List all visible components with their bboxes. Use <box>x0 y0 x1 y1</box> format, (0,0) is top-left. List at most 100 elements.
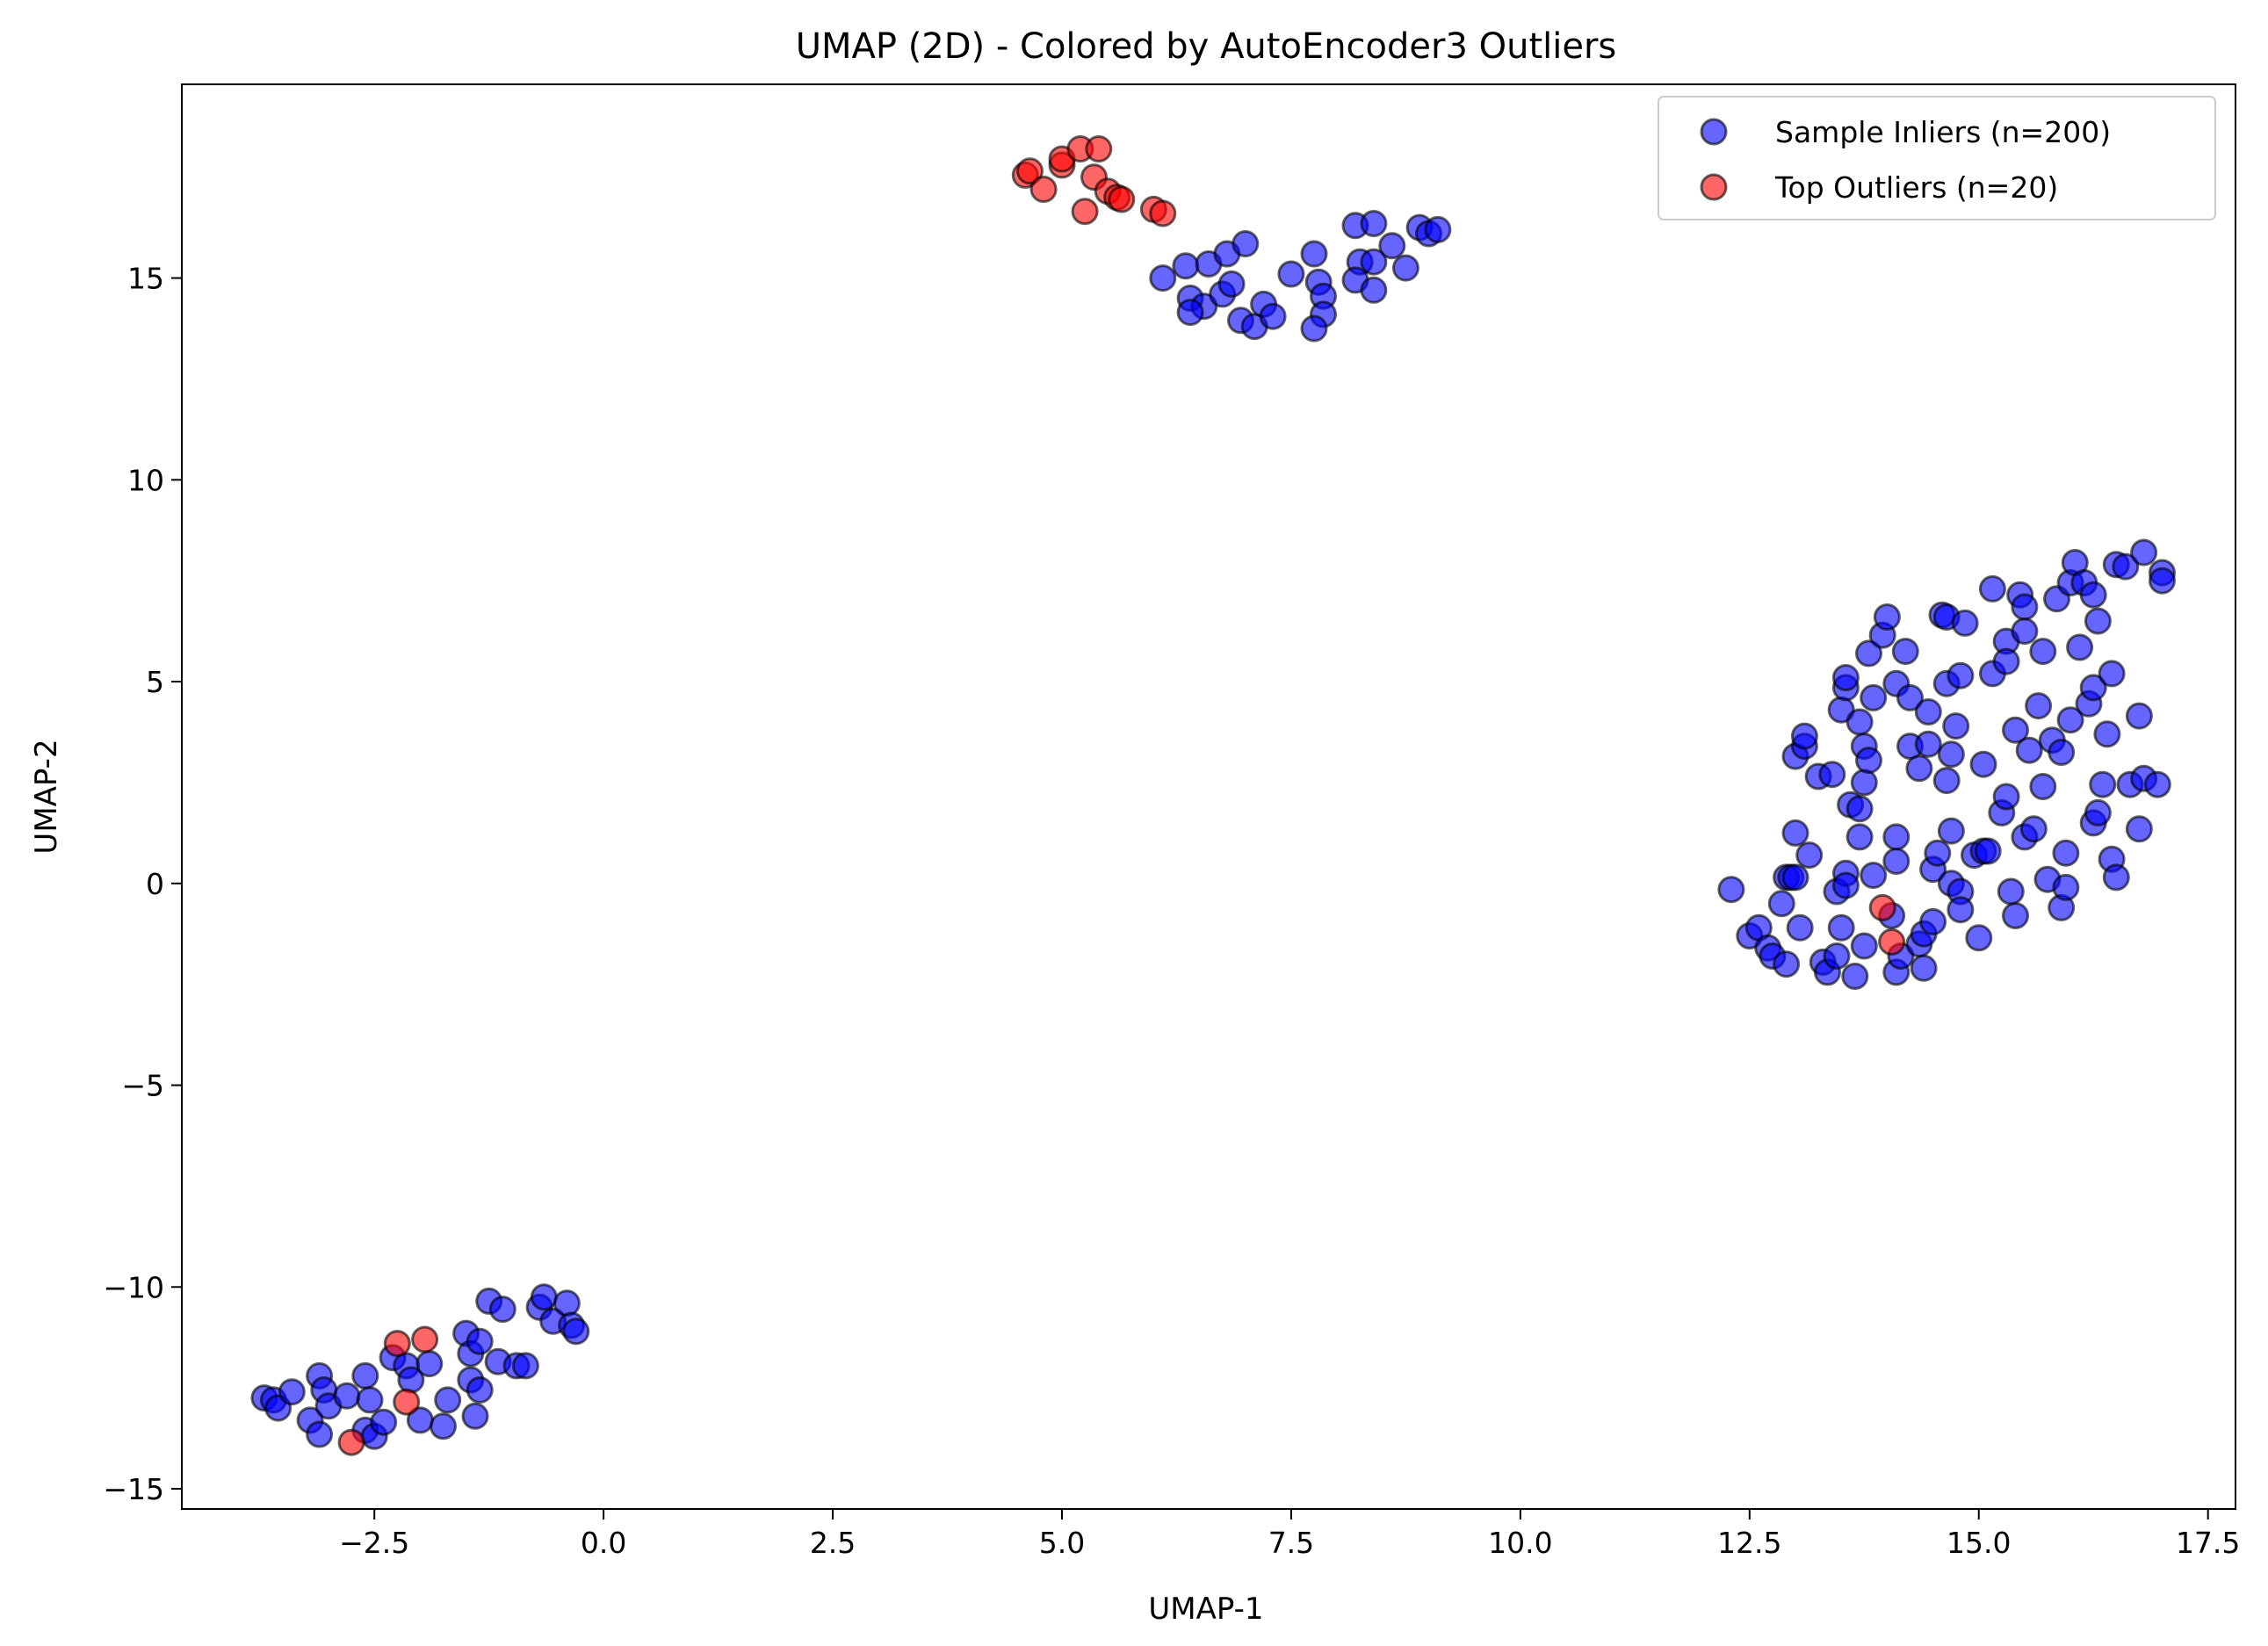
data-point <box>1855 639 1882 668</box>
data-point <box>1149 264 1177 292</box>
data-point <box>1818 761 1846 789</box>
data-point <box>430 1412 457 1440</box>
data-point <box>1071 198 1099 226</box>
data-point <box>1300 240 1328 268</box>
data-point <box>1016 157 1044 185</box>
data-point <box>2019 815 2048 843</box>
data-point <box>1360 248 1388 276</box>
data-point <box>1391 254 1419 282</box>
data-point <box>1831 871 1860 899</box>
data-point <box>2112 552 2140 581</box>
data-point <box>2052 839 2080 867</box>
data-point <box>1947 896 1975 924</box>
y-tick-label: −10 <box>103 1270 164 1304</box>
data-point <box>1790 722 1818 750</box>
data-point <box>1951 609 1979 637</box>
data-point <box>1232 230 1260 257</box>
data-point <box>415 1350 444 1378</box>
data-point <box>2079 674 2107 702</box>
data-point <box>2029 773 2057 800</box>
x-tick-label: 0.0 <box>581 1526 626 1560</box>
data-point <box>1860 862 1888 890</box>
data-point <box>1942 712 1970 740</box>
data-point <box>1176 299 1204 327</box>
data-point <box>1914 730 1942 758</box>
legend-marker-outliers <box>1700 173 1728 201</box>
data-point <box>1914 698 1942 726</box>
plot-frame <box>181 83 2236 1510</box>
data-point <box>2002 902 2029 929</box>
data-point <box>1878 928 1906 956</box>
legend-label-outliers: Top Outliers (n=20) <box>1774 170 2058 205</box>
data-point <box>1947 661 1975 689</box>
data-point <box>1827 913 1855 942</box>
data-point <box>553 1289 581 1318</box>
data-point <box>1919 907 1947 935</box>
data-point <box>1868 893 1896 921</box>
x-tick-label: −2.5 <box>339 1526 409 1560</box>
data-point <box>1717 876 1745 904</box>
data-point <box>2025 692 2053 720</box>
data-point <box>1882 848 1910 875</box>
chart-title: UMAP (2D) - Colored by AutoEncoder3 Outl… <box>796 26 1617 67</box>
data-point <box>1300 314 1328 343</box>
data-point <box>2029 638 2057 666</box>
data-point <box>393 1388 421 1416</box>
data-point <box>1855 747 1882 775</box>
data-point <box>2048 739 2076 766</box>
data-point <box>2130 538 2158 567</box>
data-point <box>2066 633 2094 661</box>
data-point <box>1845 823 1874 851</box>
x-tick-label: 7.5 <box>1268 1526 1314 1560</box>
x-tick-label: 5.0 <box>1039 1526 1085 1560</box>
data-point <box>1924 839 1952 867</box>
data-point <box>1085 135 1113 162</box>
data-point <box>2098 660 2126 688</box>
data-point <box>1873 603 1901 631</box>
y-tick-label: 15 <box>127 262 164 296</box>
series-outliers <box>337 135 1906 1456</box>
data-point <box>2052 873 2080 901</box>
data-point <box>1795 841 1824 870</box>
data-point <box>2125 702 2153 730</box>
data-point <box>2084 607 2112 635</box>
data-point <box>1424 215 1452 243</box>
data-point <box>337 1428 365 1456</box>
series-inliers <box>250 210 2176 1450</box>
y-axis-label: UMAP-2 <box>29 739 64 854</box>
data-point <box>2056 706 2084 734</box>
data-point <box>461 1402 489 1430</box>
data-point <box>1277 260 1305 288</box>
data-point <box>2089 770 2117 798</box>
data-point <box>1992 783 2020 811</box>
data-point <box>2093 720 2121 748</box>
data-point <box>1905 754 1933 783</box>
data-point <box>306 1420 334 1448</box>
data-point <box>1992 647 2020 675</box>
x-tick-label: 15.0 <box>1947 1526 2011 1560</box>
data-point <box>2002 716 2029 744</box>
data-point <box>1845 708 1874 736</box>
data-point <box>2125 815 2153 843</box>
data-point <box>1172 252 1200 280</box>
data-point <box>1823 942 1851 970</box>
legend-marker-inliers <box>1700 118 1728 146</box>
y-axis-ticks: −15 −10 −5 0 5 10 15 <box>103 262 182 1506</box>
y-tick-label: 0 <box>146 867 164 901</box>
data-point <box>434 1386 462 1414</box>
data-point <box>1781 819 1809 847</box>
data-point <box>1937 817 1965 845</box>
data-point <box>2079 581 2107 609</box>
x-axis-ticks: −2.5 0.0 2.5 5.0 7.5 10.0 12.5 15.0 17.5 <box>339 1509 2240 1560</box>
data-point <box>1845 795 1874 823</box>
data-point <box>466 1376 494 1404</box>
legend-box <box>1658 96 2216 220</box>
data-point <box>2149 567 2176 595</box>
legend: Sample Inliers (n=200) Top Outliers (n=2… <box>1658 96 2216 220</box>
x-axis-label: UMAP-1 <box>1148 1592 1263 1627</box>
data-point <box>530 1283 558 1311</box>
y-tick-label: −15 <box>103 1472 164 1506</box>
